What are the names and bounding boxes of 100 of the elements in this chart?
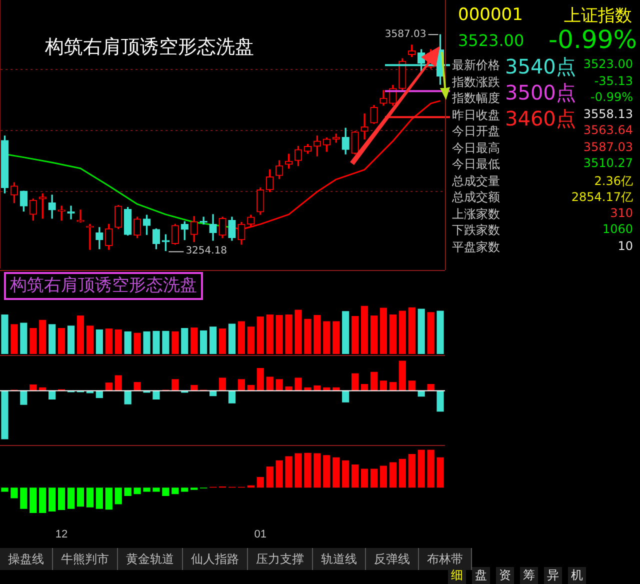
bar xyxy=(172,488,179,494)
text: 3523.00 xyxy=(458,31,524,50)
text: 上涨家数 xyxy=(452,206,500,222)
text: 今日最高 xyxy=(452,140,500,156)
text: 3558.13 xyxy=(583,106,633,120)
text: 盘 xyxy=(472,567,490,584)
ref-line-label: 3540点 xyxy=(505,54,576,78)
bar xyxy=(114,329,122,354)
bar xyxy=(48,390,56,400)
bar xyxy=(1,314,8,354)
text: 指数幅度 xyxy=(452,90,500,107)
bar xyxy=(20,390,28,405)
text: 平盘家数 xyxy=(452,238,500,256)
text: 异 xyxy=(544,567,562,584)
bar xyxy=(285,314,292,354)
bar xyxy=(360,468,368,488)
bar xyxy=(152,390,160,400)
bar xyxy=(30,488,37,514)
bar xyxy=(389,382,396,391)
text: 轨道线 xyxy=(313,548,366,570)
ref-line-label: 3500点 xyxy=(505,80,576,104)
bar xyxy=(134,382,141,391)
text: -0.99% xyxy=(548,25,637,54)
bar xyxy=(58,328,66,354)
bar xyxy=(143,488,150,492)
bar xyxy=(124,488,132,496)
bar xyxy=(39,320,46,354)
bar xyxy=(256,316,264,354)
bar xyxy=(48,488,56,512)
bar xyxy=(152,488,160,492)
text: 牛熊判市 xyxy=(53,548,118,570)
text: 今日开盘 xyxy=(452,123,500,140)
bar xyxy=(67,488,75,509)
bar xyxy=(418,308,425,354)
text: 反弹线 xyxy=(366,548,419,570)
text: 下跌家数 xyxy=(452,222,500,239)
bar xyxy=(266,314,274,354)
bar xyxy=(294,378,302,391)
bar xyxy=(352,464,359,488)
bar xyxy=(332,457,340,488)
bar xyxy=(162,488,170,496)
text: 3563.64 xyxy=(583,123,633,137)
bar xyxy=(323,455,330,488)
x-tick-label: 12 xyxy=(55,528,68,540)
bar xyxy=(162,330,170,354)
text: 2.36亿 xyxy=(594,172,633,190)
annotation: 3254.18 xyxy=(186,245,228,256)
bar xyxy=(427,312,434,354)
text: 3510.27 xyxy=(583,156,633,170)
bar xyxy=(436,310,444,354)
bar xyxy=(314,385,321,391)
bar xyxy=(172,331,179,354)
bar xyxy=(436,390,444,412)
bar xyxy=(436,457,444,488)
bar xyxy=(190,328,198,354)
bar xyxy=(380,308,388,354)
bar xyxy=(342,390,350,402)
bar xyxy=(408,307,416,354)
bar xyxy=(105,328,112,354)
bar xyxy=(39,488,46,514)
candlestick xyxy=(360,113,368,140)
bar xyxy=(1,390,8,440)
text: 最新价格 xyxy=(452,57,500,74)
text: 10 xyxy=(618,238,633,252)
bar xyxy=(304,318,312,354)
bar xyxy=(247,384,254,391)
text: 000001 xyxy=(458,5,523,25)
bar xyxy=(408,454,416,488)
bar xyxy=(360,384,368,391)
bar xyxy=(143,331,150,354)
bar xyxy=(285,456,292,488)
bar xyxy=(30,328,37,354)
bar xyxy=(398,360,406,391)
bar xyxy=(86,488,94,508)
bar xyxy=(134,332,141,354)
bar xyxy=(256,368,264,391)
text: 压力支撑 xyxy=(248,548,313,570)
bar xyxy=(238,321,245,354)
bar xyxy=(360,306,368,354)
bar xyxy=(228,324,236,354)
text: 上证指数 xyxy=(564,5,632,27)
text: 3523.00 xyxy=(583,57,633,71)
bar xyxy=(398,458,406,488)
text: 昨日收盘 xyxy=(452,106,500,124)
bar xyxy=(105,382,112,391)
bar xyxy=(152,330,160,354)
bar xyxy=(352,373,359,391)
bar xyxy=(30,384,37,391)
bar xyxy=(48,324,56,354)
text: 细 xyxy=(448,567,466,584)
bar xyxy=(332,321,340,354)
bar xyxy=(105,488,112,510)
bar xyxy=(218,328,226,354)
bar xyxy=(266,466,274,488)
bar xyxy=(389,314,396,354)
bar xyxy=(76,316,84,354)
bar xyxy=(370,372,378,391)
bar xyxy=(124,331,132,354)
bar xyxy=(427,384,434,391)
bar xyxy=(58,488,66,510)
